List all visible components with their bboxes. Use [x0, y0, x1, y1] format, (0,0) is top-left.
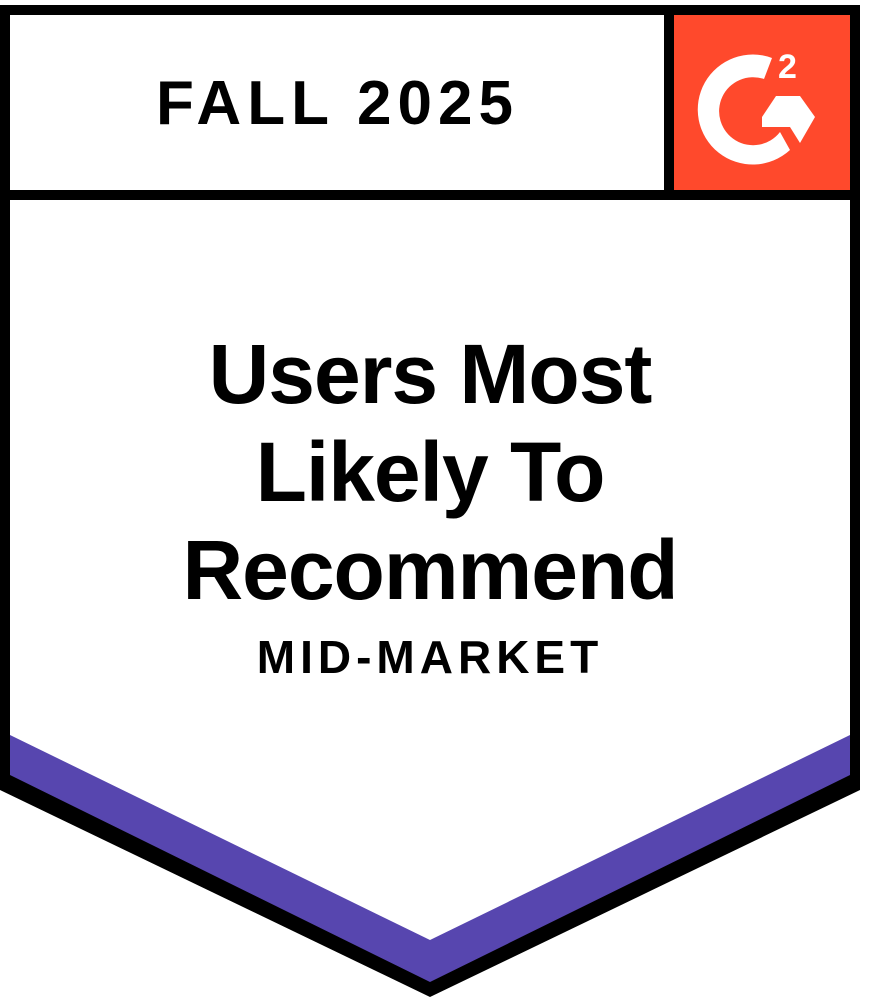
segment-label: MID-MARKET	[256, 631, 604, 683]
logo-divider	[664, 15, 674, 195]
season-label: FALL 2025	[155, 69, 519, 138]
header-divider	[10, 190, 850, 200]
title-line-2: Likely To	[255, 425, 606, 519]
g2-logo-icon: 2	[697, 48, 815, 165]
title-line-1: Users Most	[208, 327, 653, 421]
svg-text:2: 2	[778, 48, 797, 86]
title-line-3: Recommend	[182, 523, 678, 617]
badge-body	[10, 15, 850, 940]
badge-title: Users Most Likely To Recommend	[0, 325, 860, 619]
